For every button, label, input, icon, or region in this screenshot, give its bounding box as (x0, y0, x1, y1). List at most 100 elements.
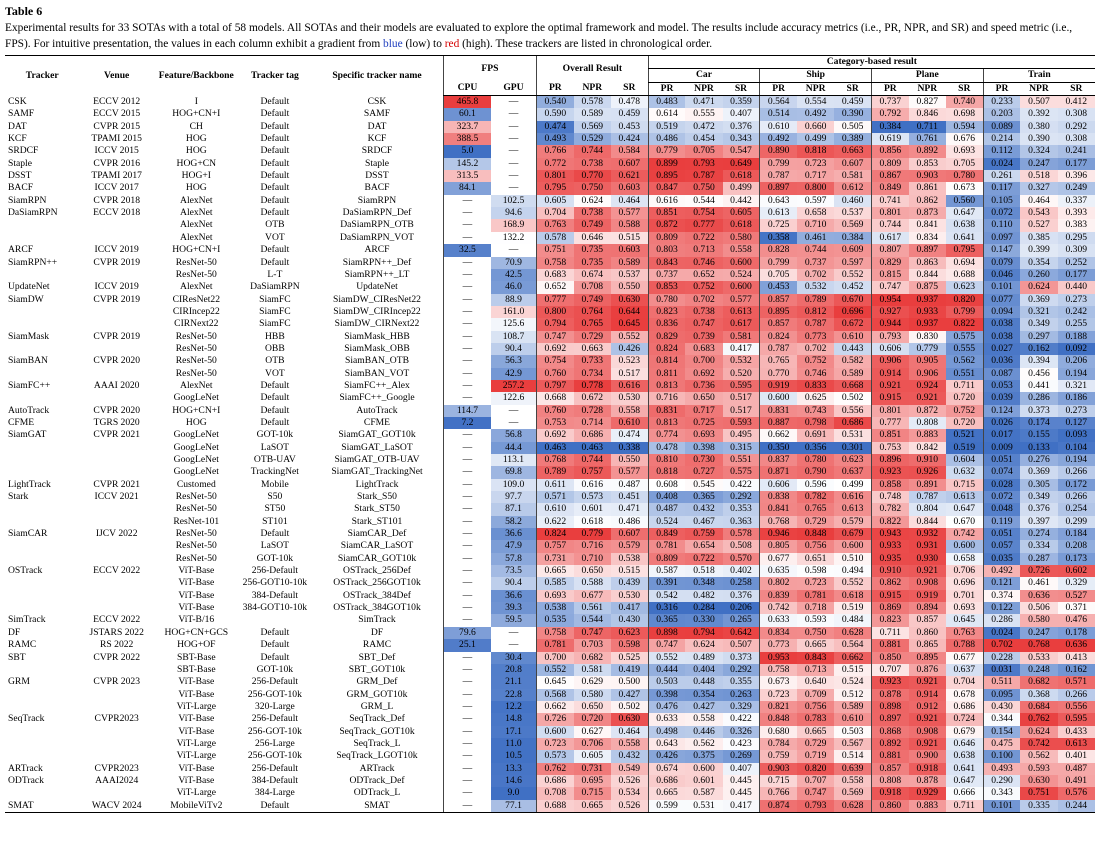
cell-car-sr: 0.376 (722, 120, 760, 134)
cell-train-npr: 0.461 (1020, 577, 1058, 590)
cell-tracker (5, 368, 79, 380)
cell-train-npr: 0.334 (1020, 540, 1058, 553)
cell-train-sr: 0.186 (1057, 392, 1095, 405)
cell-ship-npr: 0.660 (797, 120, 835, 134)
cell-overall-pr: 0.757 (535, 540, 574, 553)
cell-car-npr: 0.793 (685, 157, 723, 171)
cell-car-pr: 0.633 (647, 713, 686, 726)
cell-ship-npr: 0.719 (797, 750, 835, 763)
cell-train-pr: 0.702 (982, 639, 1021, 652)
cell-car-pr: 0.895 (647, 170, 686, 183)
cell-tag: OTB (265, 355, 285, 367)
cell-tracker (5, 466, 79, 478)
cell-gpu-fps: 125.6 (490, 318, 537, 331)
cell-gpu-fps: 46.0 (490, 281, 537, 294)
cell-ship-pr: 0.715 (759, 774, 798, 788)
cell-car-pr: 0.836 (647, 318, 686, 331)
cell-car-npr: 0.555 (685, 108, 723, 121)
cell-gpu-fps: 36.6 (490, 589, 537, 603)
cell-tracker (5, 503, 79, 515)
cell-train-pr: 0.154 (982, 725, 1021, 738)
cell-ship-npr: 0.702 (797, 342, 835, 356)
cell-plane-npr: 0.912 (908, 700, 946, 714)
cell-plane-sr: 0.720 (945, 392, 984, 405)
cell-ship-sr: 0.672 (834, 318, 872, 331)
cell-cpu-fps: — (442, 799, 491, 813)
cell-plane-sr: 0.742 (945, 528, 984, 541)
cell-tracker: UpdateNet (8, 281, 50, 293)
cell-car-pr: 0.824 (647, 342, 686, 356)
cell-car-pr: 0.811 (647, 367, 686, 380)
cell-train-npr: 0.464 (1020, 194, 1058, 208)
cell-overall-pr: 0.668 (535, 392, 574, 405)
cell-tracker: Stark (8, 491, 29, 503)
cell-gpu-fps: 109.0 (490, 478, 537, 492)
cell-gpu-fps: — (508, 639, 519, 651)
cell-ship-pr: 0.723 (759, 688, 798, 701)
cell-car-npr: 0.531 (685, 799, 723, 813)
cell-gpu-fps: 73.5 (490, 565, 537, 578)
cell-venue: CVPR 2018 (93, 194, 140, 206)
cell-train-sr: 0.299 (1057, 515, 1095, 529)
cell-car-pr: 0.813 (647, 416, 686, 430)
cell-ship-pr: 0.765 (759, 355, 798, 368)
cell-plane-npr: 0.844 (908, 268, 946, 282)
cell-tag: VOT (265, 367, 285, 379)
cell-gpu-fps: 42.9 (490, 367, 537, 380)
cell-plane-npr: 0.787 (908, 491, 946, 504)
cell-overall-npr: 0.750 (573, 182, 611, 195)
cell-car-sr: 0.263 (722, 688, 760, 701)
cell-gpu-fps: — (508, 626, 519, 638)
table-label: Table 6 (5, 4, 43, 18)
cell-car-sr: 0.520 (722, 367, 760, 380)
cell-overall-pr: 0.605 (535, 194, 574, 208)
cell-gpu-fps: 56.3 (490, 355, 537, 368)
cell-overall-npr: 0.757 (573, 466, 611, 479)
cell-cpu-fps: — (442, 602, 491, 615)
cell-car-pr: 0.476 (647, 700, 686, 714)
cell-feature: ViT-Large (176, 700, 216, 712)
cell-ship-npr: 0.492 (797, 108, 835, 121)
cell-tag (239, 614, 311, 626)
table-row: RAMC RS 2022 HOG+OF Default RAMC 25.1—0.781 0.… (5, 639, 1095, 652)
cell-tracker: DF (8, 626, 21, 638)
cell-car-npr: 0.545 (685, 478, 723, 492)
cell-plane-sr: 0.711 (945, 379, 984, 393)
header-row-3: CPU GPU PR NPR SR PR NPR SR PR NPR SR PR NPR SR PR NP… (5, 82, 1095, 97)
cell-tag: Default (260, 416, 290, 428)
table-row: ResNet-50 OBB SiamMask_OBB —90.4 0.692 0.663 0… (5, 342, 1095, 356)
cell-ship-pr: 0.895 (759, 305, 798, 319)
cell-ship-pr: 0.633 (759, 614, 798, 627)
table-row: AutoTrack CVPR 2020 HOG+CN+I Default AutoTra… (5, 404, 1095, 417)
cell-overall-npr: 0.663 (573, 342, 611, 356)
cell-plane-pr: 0.801 (870, 207, 909, 220)
cell-venue (79, 368, 153, 380)
cell-overall-npr: 0.650 (573, 700, 611, 714)
cell-train-pr: 0.048 (982, 503, 1021, 516)
cell-car-npr: 0.587 (685, 787, 723, 800)
cell-plane-npr: 0.761 (908, 133, 946, 146)
cell-tracker: RAMC (8, 639, 37, 651)
cell-car-pr: 0.809 (647, 552, 686, 566)
header-car-pr: PR (647, 82, 686, 97)
cell-plane-sr: 0.647 (945, 503, 984, 516)
cell-plane-npr: 0.905 (908, 355, 946, 368)
cell-car-sr: 0.407 (722, 762, 760, 775)
cell-cpu-fps: 313.5 (442, 170, 491, 183)
cell-tag: ST50 (264, 503, 286, 515)
table-row: CIRIncep22 SiamFC SiamDW_CIRIncep22—161.0 0… (5, 305, 1095, 319)
cell-overall-sr: 0.550 (610, 454, 649, 467)
cell-car-pr: 0.814 (647, 355, 686, 368)
cell-plane-sr: 0.740 (945, 95, 984, 109)
cell-ship-npr: 0.729 (797, 737, 835, 751)
cell-ship-sr: 0.663 (834, 145, 872, 158)
cell-train-sr: 0.396 (1057, 170, 1095, 183)
cell-tracker: SBT (8, 651, 26, 663)
cell-plane-sr: 0.673 (945, 182, 984, 195)
cell-overall-sr: 0.500 (610, 676, 649, 689)
cell-gpu-fps: 90.4 (490, 577, 537, 590)
cell-ship-npr: 0.790 (797, 466, 835, 479)
cell-feature: AlexNet (180, 231, 213, 243)
cell-tracker: SRDCF (8, 145, 39, 157)
cell-name: SimTrack (358, 614, 396, 626)
